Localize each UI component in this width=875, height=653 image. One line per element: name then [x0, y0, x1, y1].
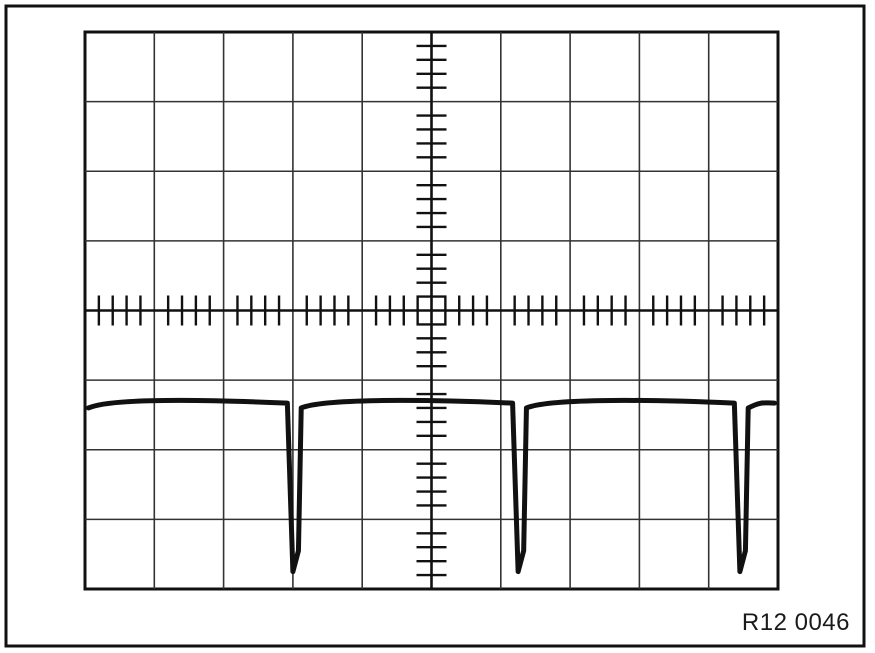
figure-reference-code: R12 0046	[741, 609, 850, 636]
center-axes	[85, 32, 778, 589]
signal-trace	[85, 397, 778, 575]
outer-frame	[4, 4, 866, 648]
